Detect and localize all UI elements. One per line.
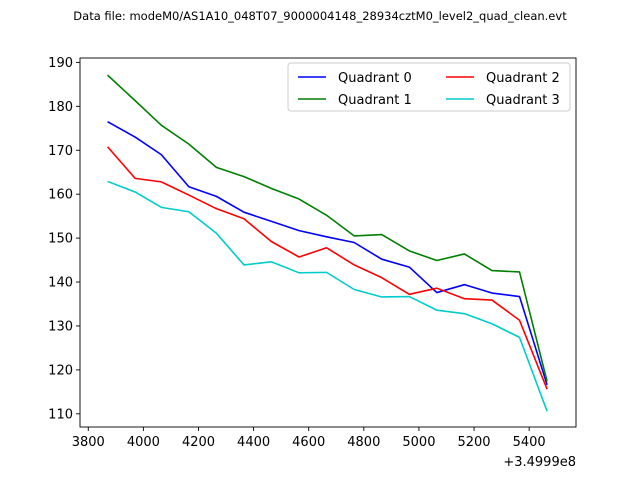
y-tick-label: 140: [48, 276, 73, 291]
y-tick-label: 180: [48, 100, 73, 115]
chart-title: Data file: modeM0/AS1A10_048T07_90000041…: [73, 9, 567, 23]
x-tick-label: 3800: [72, 435, 105, 450]
y-tick-label: 130: [48, 319, 73, 334]
x-tick-label: 5000: [402, 435, 435, 450]
y-tick-label: 160: [48, 188, 73, 203]
x-tick-label: 4400: [237, 435, 270, 450]
x-tick-label: 4600: [292, 435, 325, 450]
y-tick-label: 190: [48, 56, 73, 71]
x-axis-offset-label: +3.4999e8: [503, 455, 576, 470]
series-line-quadrant-0: [107, 121, 548, 386]
legend-label-quadrant-0: Quadrant 0: [338, 71, 412, 86]
series-line-quadrant-1: [107, 74, 548, 382]
plot-area: [80, 58, 576, 427]
legend-label-quadrant-2: Quadrant 2: [486, 71, 560, 86]
series-line-quadrant-3: [107, 180, 548, 412]
plot-background: [80, 58, 576, 427]
x-tick-label: 4800: [347, 435, 380, 450]
legend-label-quadrant-1: Quadrant 1: [338, 93, 412, 108]
series-layer: [106, 74, 548, 412]
x-tick-label: 5400: [513, 435, 546, 450]
x-tick-label: 5200: [457, 435, 490, 450]
legend-box: [287, 62, 571, 112]
axes-frame: [79, 57, 577, 428]
x-tick-label: 4000: [127, 435, 160, 450]
y-tick-label: 120: [48, 363, 73, 378]
legend-label-quadrant-3: Quadrant 3: [486, 93, 560, 108]
y-tick-label: 110: [48, 407, 73, 422]
y-tick-label: 150: [48, 232, 73, 247]
legend: Quadrant 0 Quadrant 1 Quadrant 2 Quadrant 3: [287, 62, 571, 112]
axes-layer: 3800 4000 4200 4400 4600 4800 5000 5200 5400 110 1…: [48, 56, 577, 450]
y-tick-label: 170: [48, 144, 73, 159]
x-tick-label: 4200: [182, 435, 215, 450]
series-line-quadrant-2: [106, 146, 548, 390]
